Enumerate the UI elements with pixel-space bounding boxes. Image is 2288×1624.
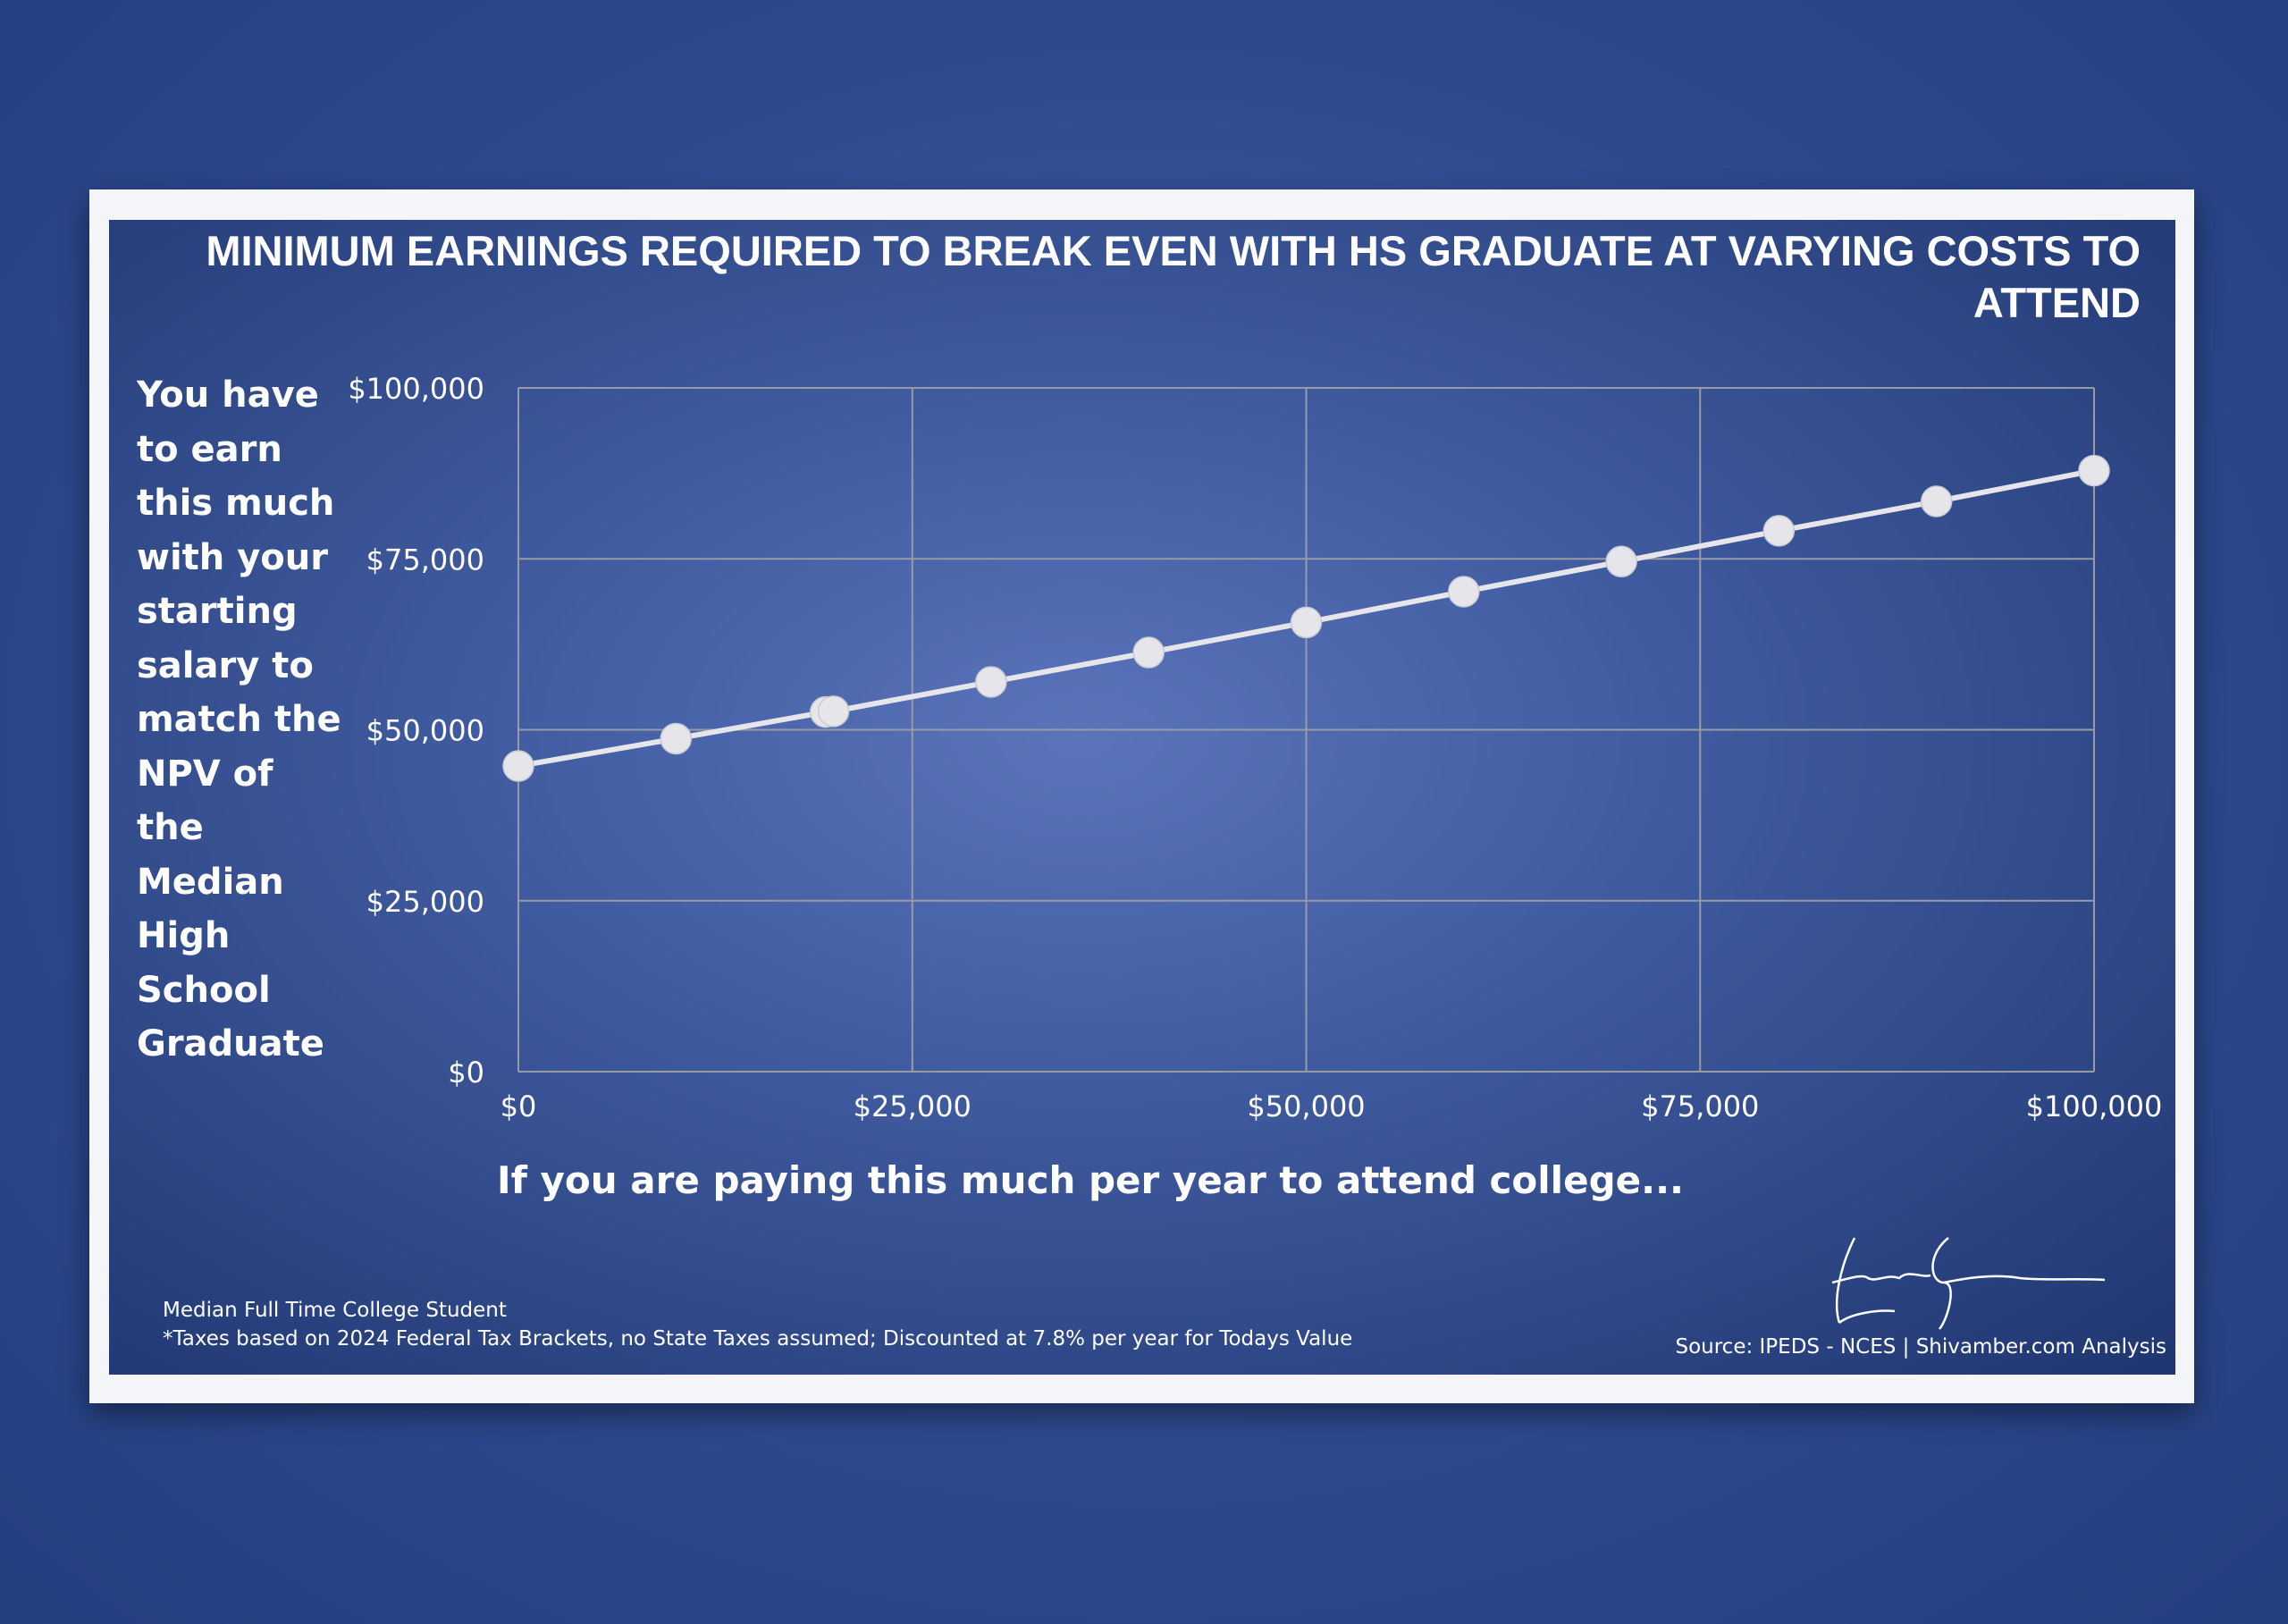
x-tick-label: $100,000 <box>2026 1090 2163 1123</box>
series-line <box>517 467 2095 770</box>
data-point <box>1762 515 1796 547</box>
data-point <box>1290 606 1323 639</box>
x-tick-label: $50,000 <box>1247 1090 1365 1123</box>
data-point <box>502 750 534 782</box>
source-text: Source: IPEDS - NCES | Shivamber.com Ana… <box>1675 1335 2166 1359</box>
chart-title: MINIMUM EARNINGS REQUIRED TO BREAK EVEN … <box>206 227 2141 326</box>
x-tick-label: $0 <box>500 1090 537 1123</box>
y-tick-label: $25,000 <box>366 885 484 919</box>
footnote-2: *Taxes based on 2024 Federal Tax Bracket… <box>163 1327 1353 1351</box>
y-tick-label: $50,000 <box>366 714 484 748</box>
data-point <box>2078 454 2110 487</box>
signature-image <box>1831 1237 2106 1330</box>
data-point <box>1132 636 1165 669</box>
chart-panel <box>109 220 2175 1375</box>
footnote-1: Median Full Time College Student <box>163 1299 507 1322</box>
footnotes: Median Full Time College Student *Taxes … <box>163 1296 1352 1353</box>
data-point <box>817 695 850 728</box>
data-point <box>1605 545 1637 578</box>
data-point <box>1448 576 1480 608</box>
x-axis-label: If you are paying this much per year to … <box>497 1158 1684 1202</box>
y-tick-label: $0 <box>448 1056 484 1090</box>
y-axis-label: You have to earn this much with your sta… <box>137 374 341 1064</box>
data-point <box>1920 485 1953 517</box>
y-tick-label: $100,000 <box>348 372 484 406</box>
x-tick-label: $75,000 <box>1641 1090 1759 1123</box>
data-point <box>975 666 1007 698</box>
x-tick-label: $25,000 <box>854 1090 972 1123</box>
y-tick-label: $75,000 <box>366 543 484 576</box>
data-point <box>660 722 693 755</box>
